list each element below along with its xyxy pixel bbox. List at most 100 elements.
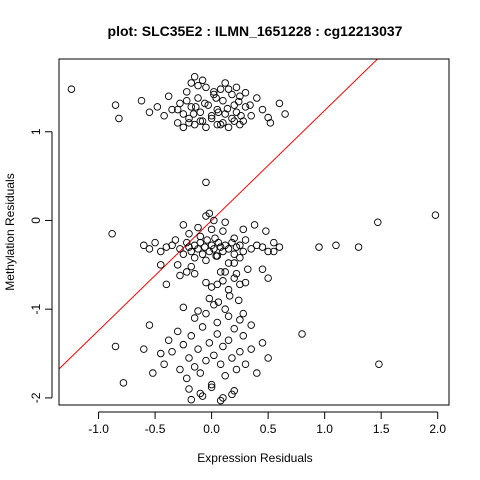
data-point xyxy=(228,90,236,99)
data-point xyxy=(258,339,267,347)
data-point xyxy=(431,211,440,219)
plot-frame xyxy=(58,58,450,406)
data-point xyxy=(214,298,223,306)
data-point xyxy=(202,256,210,265)
data-point xyxy=(179,123,188,132)
data-point xyxy=(196,369,205,377)
data-point xyxy=(234,296,243,305)
y-axis: -2 -1 0 1 xyxy=(29,128,53,403)
data-point xyxy=(264,113,272,122)
data-point xyxy=(236,120,244,129)
data-point xyxy=(224,245,233,253)
data-point xyxy=(164,336,173,344)
data-point xyxy=(374,218,382,226)
data-point xyxy=(187,79,196,87)
data-point xyxy=(179,221,188,229)
data-point xyxy=(270,247,278,256)
data-point xyxy=(176,245,184,253)
data-point xyxy=(224,312,233,321)
data-point xyxy=(239,309,248,318)
data-point xyxy=(213,318,222,327)
data-point xyxy=(194,94,202,102)
data-point xyxy=(230,324,238,333)
data-point xyxy=(253,369,261,377)
data-point xyxy=(237,112,245,120)
data-point xyxy=(219,119,227,127)
data-point xyxy=(198,392,207,400)
data-point xyxy=(213,280,222,289)
data-point xyxy=(236,253,244,262)
data-point xyxy=(264,247,272,256)
data-point xyxy=(194,345,202,353)
data-point xyxy=(190,72,199,81)
data-point xyxy=(205,209,214,218)
data-point xyxy=(187,247,196,256)
data-point xyxy=(241,88,250,97)
data-point xyxy=(203,236,211,244)
data-point xyxy=(298,330,306,338)
data-point xyxy=(189,110,198,118)
data-point xyxy=(253,241,261,250)
data-point xyxy=(111,342,120,351)
data-point xyxy=(211,234,219,242)
data-point xyxy=(198,117,207,125)
data-point xyxy=(216,120,225,129)
data-point xyxy=(232,83,241,92)
data-point xyxy=(198,250,207,258)
data-point xyxy=(250,221,259,229)
data-point xyxy=(241,236,250,244)
data-point xyxy=(210,300,218,309)
data-point xyxy=(190,363,199,371)
y-tick-label: 1 xyxy=(29,128,43,135)
data-point xyxy=(149,369,157,377)
data-point xyxy=(219,394,227,402)
x-tick-label: -0.5 xyxy=(145,422,166,436)
data-point xyxy=(247,245,255,253)
data-point xyxy=(219,96,227,105)
data-point xyxy=(145,245,154,253)
points-layer xyxy=(67,72,440,405)
data-point xyxy=(182,268,191,276)
data-point xyxy=(151,238,159,247)
data-point xyxy=(210,351,218,360)
data-point xyxy=(187,395,196,404)
data-point xyxy=(190,314,199,322)
data-point xyxy=(196,389,205,398)
data-point xyxy=(196,108,205,116)
data-point xyxy=(156,261,165,269)
y-tick-label: 0 xyxy=(29,217,43,224)
data-point xyxy=(223,104,232,113)
data-point xyxy=(179,303,188,312)
data-point xyxy=(216,85,225,93)
data-point xyxy=(160,360,168,368)
data-point xyxy=(187,332,196,340)
data-point xyxy=(230,274,238,282)
data-point xyxy=(207,383,216,392)
data-point xyxy=(236,348,244,356)
data-point xyxy=(241,278,250,287)
data-point xyxy=(264,354,272,362)
data-point xyxy=(228,114,236,123)
data-point xyxy=(111,101,120,109)
data-point xyxy=(239,247,248,256)
data-point xyxy=(185,354,193,362)
data-point xyxy=(332,241,340,250)
data-point xyxy=(119,379,128,387)
y-tick-label: -1 xyxy=(29,304,43,315)
data-point xyxy=(221,268,229,276)
data-point xyxy=(219,277,227,285)
data-point xyxy=(262,227,270,235)
data-point xyxy=(190,253,199,262)
data-point xyxy=(179,110,188,118)
data-point xyxy=(228,238,236,247)
data-point xyxy=(258,265,267,274)
data-point xyxy=(207,114,216,123)
data-point xyxy=(244,265,252,274)
regression-line xyxy=(59,59,379,370)
data-point xyxy=(207,225,216,234)
data-point xyxy=(202,356,210,365)
data-point xyxy=(185,243,193,251)
data-point xyxy=(246,101,254,109)
data-point xyxy=(140,345,148,353)
